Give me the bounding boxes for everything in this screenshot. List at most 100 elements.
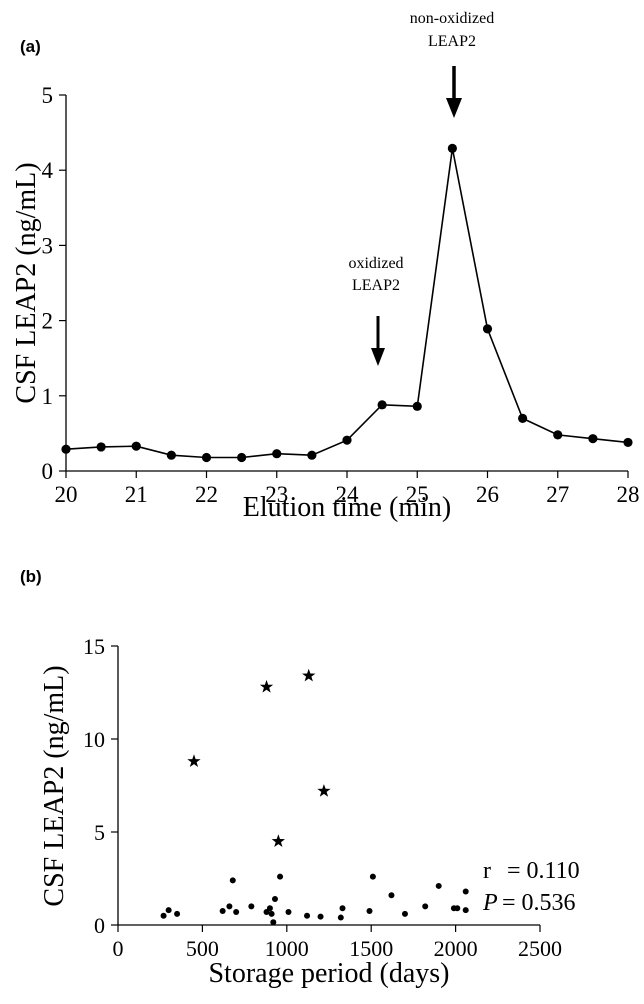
annotation-non-oxidized-line1: non-oxidized bbox=[410, 10, 494, 27]
x-tick-label: 500 bbox=[186, 936, 219, 961]
panel-b-y-ticks: 0 5 10 15 bbox=[83, 634, 118, 938]
x-tick-label: 24 bbox=[336, 482, 360, 507]
data-point bbox=[165, 907, 172, 914]
data-point bbox=[518, 413, 528, 423]
x-tick-label: 21 bbox=[125, 482, 148, 507]
panel-a-x-ticks: 20 21 22 23 24 25 26 27 28 bbox=[55, 471, 640, 507]
annotation-non-oxidized-line2: LEAP2 bbox=[428, 33, 476, 50]
panel-a-x-axis-label: Elution time (min) bbox=[243, 492, 451, 523]
panel-b-x-axis-label: Storage period (days) bbox=[208, 958, 449, 989]
y-tick-label: 2 bbox=[42, 309, 54, 334]
annotation-oxidized-arrow-head bbox=[371, 348, 385, 366]
panel-a-points bbox=[61, 143, 633, 463]
outlier-star bbox=[259, 679, 274, 693]
data-point bbox=[272, 449, 282, 459]
data-point bbox=[401, 910, 408, 917]
data-point bbox=[447, 143, 457, 153]
panel-a-y-axis-label: CSF LEAP2 (ng/mL) bbox=[11, 162, 42, 403]
data-point bbox=[166, 450, 176, 460]
panel-b-points bbox=[160, 873, 469, 926]
annotation-oxidized: oxidized LEAP2 bbox=[348, 255, 404, 366]
data-point bbox=[366, 908, 373, 915]
data-point bbox=[237, 452, 247, 463]
data-point bbox=[229, 877, 236, 884]
data-point bbox=[588, 434, 598, 444]
annotation-oxidized-line2: LEAP2 bbox=[352, 277, 400, 294]
data-point bbox=[304, 912, 311, 919]
data-point bbox=[266, 905, 273, 912]
data-point bbox=[307, 450, 317, 460]
data-point bbox=[268, 910, 275, 917]
data-point bbox=[422, 903, 429, 910]
data-point bbox=[131, 441, 141, 451]
data-point bbox=[277, 873, 284, 880]
x-tick-label: 2500 bbox=[518, 936, 562, 961]
stat-p-label: P bbox=[482, 890, 498, 916]
y-tick-label: 5 bbox=[94, 820, 105, 845]
panel-b-label: (b) bbox=[20, 567, 42, 586]
annotation-non-oxidized-arrow-head bbox=[446, 98, 462, 118]
data-point bbox=[201, 452, 212, 463]
x-tick-label: 1000 bbox=[265, 936, 309, 961]
y-tick-label: 10 bbox=[83, 727, 105, 752]
x-tick-label: 23 bbox=[265, 482, 288, 507]
x-tick-label: 2000 bbox=[434, 936, 478, 961]
data-point bbox=[248, 903, 255, 910]
data-point bbox=[482, 324, 493, 334]
data-point bbox=[377, 400, 387, 410]
x-tick-label: 20 bbox=[55, 482, 78, 507]
x-tick-label: 1500 bbox=[349, 936, 393, 961]
panel-a-y-ticks: 0 1 2 3 4 5 bbox=[42, 83, 66, 484]
panel-b-x-ticks: 0 500 1000 1500 2000 2500 bbox=[113, 925, 562, 961]
y-tick-label: 4 bbox=[42, 158, 54, 183]
y-tick-label: 5 bbox=[42, 83, 54, 108]
y-tick-label: 0 bbox=[42, 459, 54, 484]
data-point bbox=[462, 907, 469, 914]
stats-box: r = 0.110 P = 0.536 bbox=[482, 858, 580, 916]
x-tick-label: 0 bbox=[113, 936, 124, 961]
annotation-non-oxidized: non-oxidized LEAP2 bbox=[410, 10, 494, 118]
data-point bbox=[412, 401, 422, 411]
y-tick-label: 1 bbox=[42, 384, 54, 409]
x-tick-label: 25 bbox=[406, 482, 429, 507]
stat-r-value: = 0.110 bbox=[507, 858, 580, 884]
y-tick-label: 3 bbox=[42, 233, 54, 258]
panel-b-stars bbox=[187, 668, 331, 847]
x-tick-label: 28 bbox=[617, 482, 640, 507]
data-point bbox=[271, 895, 278, 902]
stat-r-label: r bbox=[483, 858, 491, 884]
data-point bbox=[454, 905, 461, 912]
annotation-oxidized-line1: oxidized bbox=[348, 255, 403, 272]
x-tick-label: 27 bbox=[546, 482, 569, 507]
panel-b: (b) 0 500 1000 1500 2000 2500 0 5 10 15 Storage … bbox=[20, 567, 580, 989]
data-point bbox=[160, 912, 167, 919]
panel-b-y-axis-label: CSF LEAP2 (ng/mL) bbox=[39, 665, 70, 906]
data-point bbox=[388, 892, 395, 899]
data-point bbox=[553, 430, 563, 440]
data-point bbox=[462, 888, 469, 895]
data-point bbox=[317, 913, 324, 920]
x-tick-label: 22 bbox=[195, 482, 218, 507]
y-tick-label: 15 bbox=[83, 634, 105, 659]
outlier-star bbox=[187, 754, 201, 767]
data-point bbox=[219, 908, 226, 915]
data-point bbox=[174, 910, 181, 917]
data-point bbox=[342, 435, 352, 445]
data-point bbox=[285, 908, 292, 915]
data-point bbox=[226, 903, 233, 910]
data-point bbox=[61, 444, 71, 454]
data-point bbox=[96, 442, 106, 452]
outlier-star bbox=[271, 834, 285, 847]
outlier-star bbox=[317, 784, 331, 797]
data-point bbox=[233, 908, 240, 915]
data-point bbox=[623, 437, 633, 448]
y-tick-label: 0 bbox=[94, 913, 105, 938]
panel-a-label: (a) bbox=[20, 37, 41, 56]
data-point bbox=[435, 882, 442, 889]
panel-a-series-line bbox=[65, 148, 629, 459]
outlier-star bbox=[302, 668, 316, 682]
x-tick-label: 26 bbox=[476, 482, 499, 507]
data-point bbox=[339, 905, 346, 912]
